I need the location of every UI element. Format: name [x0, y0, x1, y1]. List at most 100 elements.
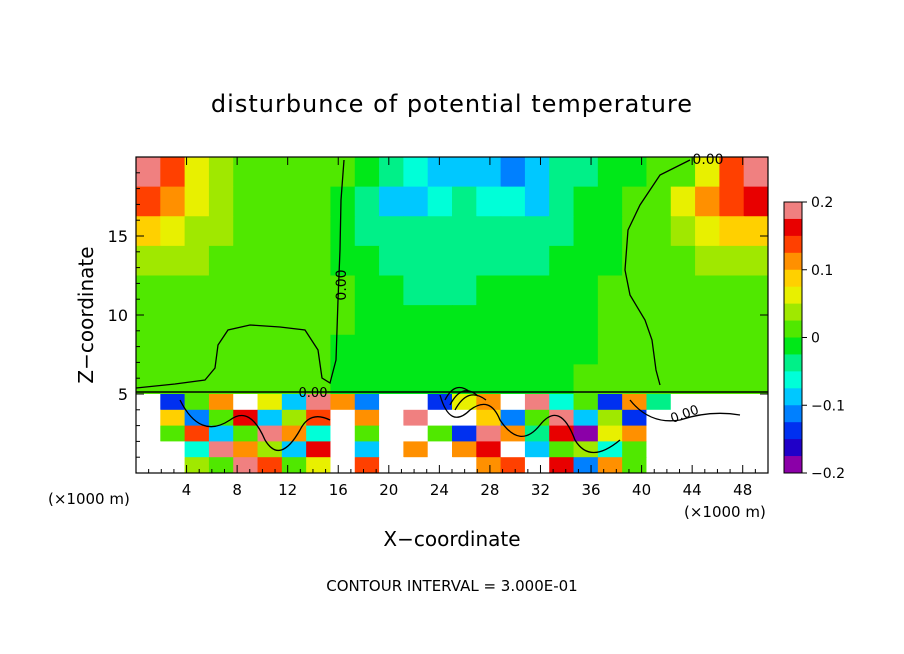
chart-title: disturbunce of potential temperature: [211, 90, 693, 118]
field-cell: [719, 275, 745, 306]
y-axis: 5 10 15: [108, 172, 768, 458]
field-cell: [670, 245, 696, 277]
field-cell: [160, 186, 186, 217]
lower-field-cell: [743, 394, 768, 411]
lower-field-cell: [281, 441, 307, 458]
field-cell: [379, 275, 404, 306]
field-cell: [500, 157, 526, 188]
colorbar-swatch: [784, 202, 802, 220]
field-cell: [160, 364, 186, 395]
field-cell: [136, 157, 161, 188]
colorbar-tick-label: −0.2: [811, 466, 845, 482]
colorbar-tick-label: −0.1: [811, 398, 845, 414]
field-cell: [452, 186, 477, 217]
field-cell: [160, 275, 186, 306]
field-cell: [476, 245, 502, 277]
field-cell: [452, 305, 477, 336]
field-cell: [403, 275, 429, 306]
x-tick-label: 28: [480, 481, 499, 499]
field-cell: [281, 334, 307, 365]
lower-field-cell: [646, 425, 672, 442]
colorbar-swatch: [784, 252, 802, 271]
field-cell: [476, 157, 502, 188]
lower-field-cell: [257, 394, 283, 411]
field-cell: [330, 216, 356, 247]
lower-field-cell: [354, 425, 380, 442]
x-tick-label: 44: [683, 481, 702, 499]
field-cell: [646, 245, 672, 277]
lower-field-cell: [622, 441, 648, 458]
lower-field-cell: [281, 394, 307, 411]
field-cell: [524, 245, 550, 277]
field-cell: [233, 305, 259, 336]
lower-field-cell: [306, 457, 332, 473]
lower-field-cell: [743, 409, 768, 427]
field-cell: [330, 275, 356, 306]
lower-field-cell: [233, 394, 259, 411]
field-cell: [281, 245, 307, 277]
contour-label-left: 0.00: [334, 269, 350, 300]
lower-field-cell: [306, 394, 332, 411]
field-cell: [208, 186, 234, 217]
lower-field-cell: [306, 409, 332, 427]
lower-field-cell: [452, 457, 477, 473]
lower-field-cell: [306, 425, 332, 442]
field-cell: [695, 157, 720, 188]
lower-field-cell: [646, 394, 672, 411]
lower-field-cell: [452, 425, 477, 442]
x-axis: 4 8 12 16 20 24 28 32 36 40 44 48: [148, 157, 756, 499]
field-cell: [160, 157, 186, 188]
field-cell: [476, 334, 502, 365]
field-cell: [549, 334, 575, 365]
lower-field-cell: [670, 441, 696, 458]
lower-contour-c: [629, 399, 741, 422]
field-cell: [695, 216, 720, 247]
field-cell: [719, 364, 745, 395]
field-cell: [233, 334, 259, 365]
x-tick-label: 20: [379, 481, 398, 499]
field-cell: [184, 245, 210, 277]
field-cell: [500, 216, 526, 247]
x-tick-label: 36: [581, 481, 600, 499]
lower-field-cell: [646, 409, 672, 427]
field-cell: [573, 216, 599, 247]
lower-field-cell: [670, 409, 696, 427]
lower-field-cell: [597, 425, 623, 442]
field-cell: [597, 275, 623, 306]
lower-field-cell: [719, 425, 745, 442]
field-cell: [622, 216, 648, 247]
field-cell: [208, 364, 234, 395]
field-cell: [597, 305, 623, 336]
lower-field-cell: [743, 425, 768, 442]
field-cell: [403, 334, 429, 365]
field-cell: [622, 364, 648, 395]
field-cell: [403, 364, 429, 395]
lower-field-cell: [354, 394, 380, 411]
lower-field-cell: [524, 457, 550, 473]
field-cell: [452, 157, 477, 188]
lower-field-cell: [136, 425, 161, 442]
zero-contour-left: [136, 159, 345, 389]
field-cell: [354, 245, 380, 277]
field-cell: [208, 245, 234, 277]
field-cell: [208, 275, 234, 306]
lower-field-cell: [427, 441, 453, 458]
field-cell: [427, 275, 453, 306]
field-cell: [719, 186, 745, 217]
field-cell: [233, 216, 259, 247]
lower-field-cell: [379, 409, 404, 427]
lower-field-cell: [281, 409, 307, 427]
lower-field-cell: [354, 457, 380, 473]
field-cell: [184, 157, 210, 188]
field-cell: [573, 157, 599, 188]
field-cell: [379, 186, 404, 217]
field-cell: [646, 275, 672, 306]
lower-field-cell: [403, 425, 429, 442]
lower-field-cell: [208, 394, 234, 411]
lower-field-cell: [622, 409, 648, 427]
lower-field-cell: [160, 441, 186, 458]
field-cell: [670, 216, 696, 247]
field-cell: [403, 157, 429, 188]
lower-field-cell: [427, 409, 453, 427]
field-cell: [452, 364, 477, 395]
